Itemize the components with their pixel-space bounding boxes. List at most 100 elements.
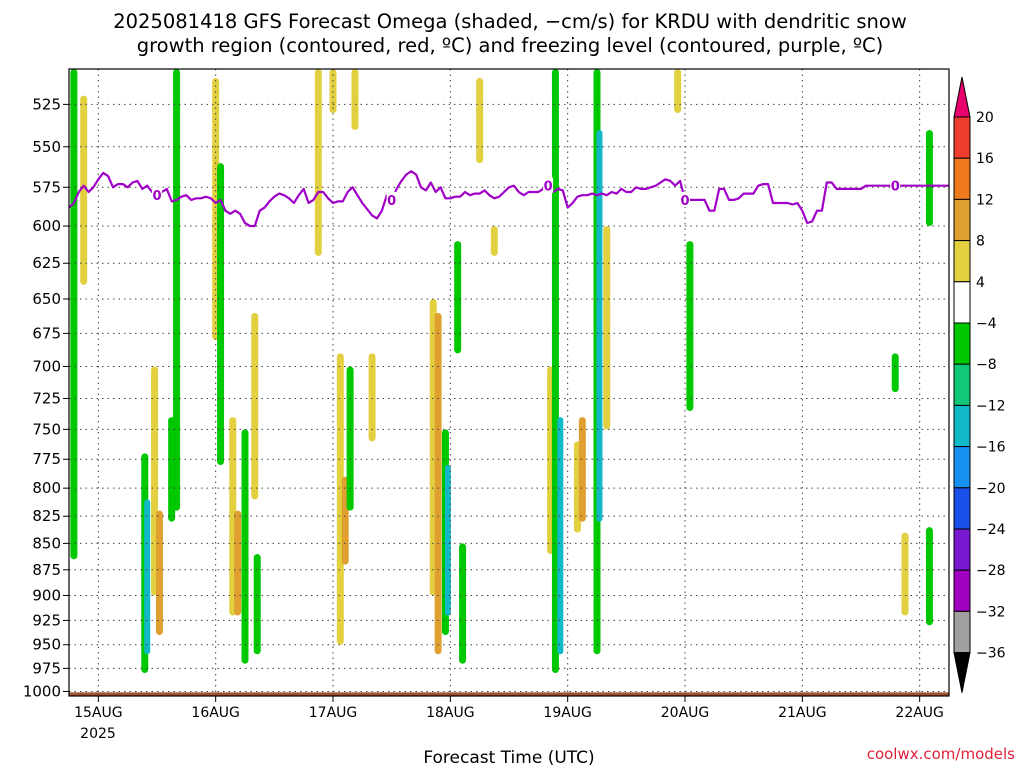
y-tick-label: 625 — [32, 254, 61, 272]
y-tick-label: 875 — [32, 561, 61, 579]
colorbar-box — [953, 569, 971, 612]
colorbar-label: 16 — [976, 151, 994, 167]
colorbar-label: −28 — [976, 563, 1006, 579]
omega-cell — [454, 241, 462, 354]
y-tick-label: 525 — [32, 95, 61, 113]
y-tick-label: 600 — [32, 217, 61, 235]
x-year-label: 2025 — [80, 726, 116, 742]
omega-cell — [336, 353, 344, 645]
x-axis-ticks: 15AUG 16AUG 17AUG 18AUG 19AUG 20AUG 21AUG 22AUG — [74, 696, 944, 721]
omega-shading — [70, 69, 933, 674]
colorbar-label: −24 — [976, 522, 1006, 538]
omega-cell — [901, 532, 909, 616]
omega-cell — [155, 510, 163, 636]
omega-cell — [251, 312, 259, 500]
surface-terrain — [69, 692, 949, 696]
contour-label-bg — [543, 177, 554, 193]
y-tick-label: 775 — [32, 450, 61, 468]
x-tick-label: 19AUG — [543, 705, 592, 721]
omega-cell — [596, 130, 603, 522]
colorbar-label: −4 — [976, 316, 997, 332]
omega-cell — [368, 353, 376, 442]
y-axis-ticks: 525 550 575 600 625 650 675 700 725 750 775 800 825 8… — [23, 95, 69, 700]
freezing-level-line — [69, 170, 949, 228]
omega-cell — [173, 69, 181, 511]
colorbar-arrow-top — [953, 76, 971, 118]
omega-cell — [351, 69, 359, 131]
omega-cell — [476, 77, 484, 164]
colorbar-box — [953, 198, 971, 242]
colorbar-label: 20 — [976, 110, 994, 126]
colorbar-box — [953, 404, 971, 448]
omega-cell — [891, 353, 899, 393]
colorbar-box — [953, 363, 971, 406]
contour-label: 0 — [680, 194, 689, 209]
colorbar-label: 12 — [976, 192, 994, 208]
colorbar: 20 16 12 8 4 −4 −8 −12 −16 −20 −24 −28 −32 −36 — [953, 76, 1006, 693]
x-tick-label: 22AUG — [895, 705, 944, 721]
title-line-1: 2025081418 GFS Forecast Omega (shaded, −… — [113, 10, 907, 33]
omega-cell — [144, 499, 151, 655]
colorbar-label: −32 — [976, 604, 1006, 620]
omega-cell — [241, 429, 249, 664]
omega-cell — [253, 554, 261, 655]
y-tick-label: 950 — [32, 636, 61, 654]
credit-text: coolwx.com/models — [867, 745, 1015, 763]
contour-label: 0 — [387, 194, 396, 209]
title-line-2: growth region (contoured, red, ºC) and f… — [137, 34, 884, 57]
omega-cell — [346, 366, 354, 511]
omega-cell — [217, 163, 225, 466]
freezing-level-contour: 0 0 0 0 0 — [69, 170, 949, 228]
contour-label: 0 — [891, 180, 900, 195]
y-tick-label: 850 — [32, 534, 61, 552]
contour-label-bg — [680, 191, 690, 207]
y-tick-label: 650 — [32, 290, 61, 308]
x-tick-label: 18AUG — [426, 705, 475, 721]
contour-label-bg — [386, 191, 397, 207]
omega-cell — [490, 226, 498, 256]
x-tick-label: 20AUG — [661, 705, 710, 721]
colorbar-label: −16 — [976, 440, 1006, 456]
x-tick-label: 16AUG — [191, 705, 240, 721]
omega-cell — [551, 69, 559, 674]
y-tick-label: 675 — [32, 324, 61, 342]
omega-cell — [686, 241, 694, 411]
y-tick-label: 900 — [32, 586, 61, 604]
colorbar-label: −8 — [976, 357, 997, 373]
plot-area — [69, 69, 949, 696]
colorbar-box — [953, 322, 971, 365]
y-tick-label: 975 — [32, 659, 61, 677]
colorbar-box — [953, 528, 971, 571]
omega-cell — [578, 417, 586, 522]
x-tick-label: 21AUG — [778, 705, 827, 721]
x-axis-title: Forecast Time (UTC) — [423, 748, 594, 768]
colorbar-label: −12 — [976, 398, 1006, 414]
colorbar-box — [953, 446, 971, 489]
omega-cell — [925, 527, 933, 626]
y-tick-label: 925 — [32, 611, 61, 629]
omega-cell — [459, 543, 467, 664]
colorbar-box — [953, 157, 971, 200]
colorbar-label: −36 — [976, 646, 1006, 662]
contour-label-bg — [890, 177, 901, 193]
colorbar-box — [953, 240, 971, 283]
colorbar-box — [953, 610, 971, 654]
omega-cell — [444, 465, 451, 616]
omega-cell — [557, 417, 564, 655]
y-tick-label: 550 — [32, 138, 61, 156]
omega-cell — [603, 226, 611, 430]
x-tick-label: 17AUG — [309, 705, 358, 721]
colorbar-box — [953, 281, 971, 324]
y-tick-label: 825 — [32, 507, 61, 525]
omega-cell — [80, 95, 88, 285]
y-tick-label: 1000 — [23, 682, 61, 700]
omega-cell — [434, 312, 442, 655]
y-tick-label: 750 — [32, 420, 61, 438]
omega-cell — [674, 69, 682, 114]
colorbar-box — [953, 487, 971, 530]
y-tick-label: 575 — [32, 178, 61, 196]
surface-fill — [69, 692, 949, 696]
omega-cell — [314, 69, 322, 256]
colorbar-arrow-bottom — [953, 652, 971, 693]
